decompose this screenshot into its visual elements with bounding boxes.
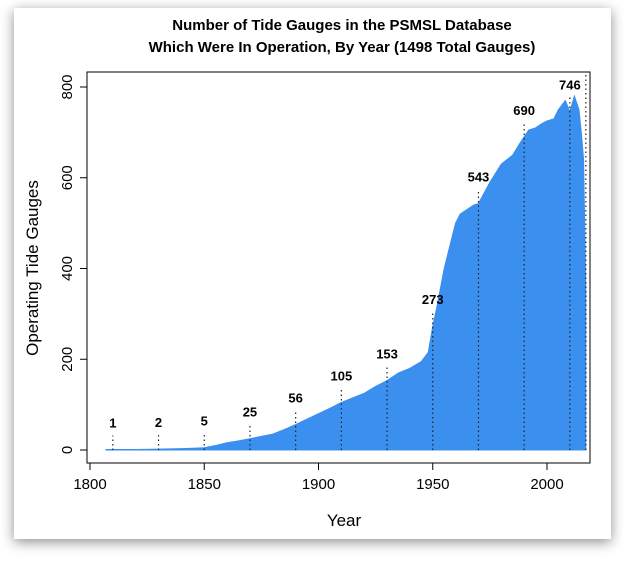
annotation-label: 273 [422, 292, 444, 307]
annotation-label: 25 [243, 405, 257, 420]
annotation-label: 2 [155, 415, 162, 430]
y-tick-label: 200 [59, 347, 76, 372]
x-tick-label: 1950 [416, 476, 449, 493]
y-axis: 0 200 400 600 800 [59, 74, 88, 454]
chart-title-line-2: Which Were In Operation, By Year (1498 T… [149, 39, 536, 56]
x-axis: 1800 1850 1900 1950 2000 [73, 462, 564, 493]
x-tick-label: 2000 [530, 476, 563, 493]
x-tick-label: 1900 [302, 476, 335, 493]
annotation-label: 5 [201, 414, 208, 429]
annotation-label: 690 [513, 103, 535, 118]
y-axis-label: Operating Tide Gauges [23, 180, 42, 356]
x-tick-label: 1850 [188, 476, 221, 493]
y-tick-label: 600 [59, 165, 76, 190]
y-tick-label: 400 [59, 256, 76, 281]
annotation-label: 746 [559, 78, 581, 93]
x-axis-label: Year [327, 511, 362, 530]
annotation-label: 543 [468, 170, 490, 185]
y-tick-label: 800 [59, 74, 76, 99]
annotation-label: 56 [288, 391, 302, 406]
chart-title-line-1: Number of Tide Gauges in the PSMSL Datab… [172, 17, 512, 34]
series-area [105, 94, 587, 451]
annotation-label: 153 [376, 347, 398, 362]
y-tick-label: 0 [59, 446, 76, 454]
annotation-label: 1 [109, 416, 116, 431]
x-tick-label: 1800 [73, 476, 106, 493]
annotation-label: 105 [330, 368, 352, 383]
